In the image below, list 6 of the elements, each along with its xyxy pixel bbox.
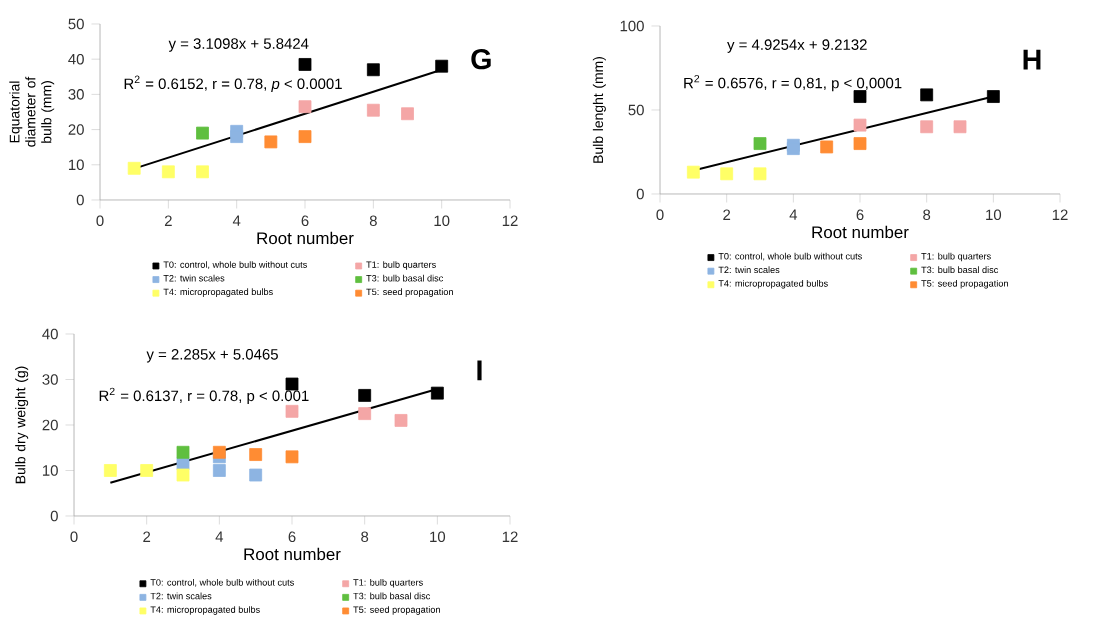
x-axis-title: Root number [244,547,341,561]
x-axis-title: Root number [257,231,354,245]
annotation: G [471,49,491,70]
x-axis-title: Root number [812,225,909,239]
annotation: I [477,360,482,381]
annotation: H [1023,49,1041,70]
